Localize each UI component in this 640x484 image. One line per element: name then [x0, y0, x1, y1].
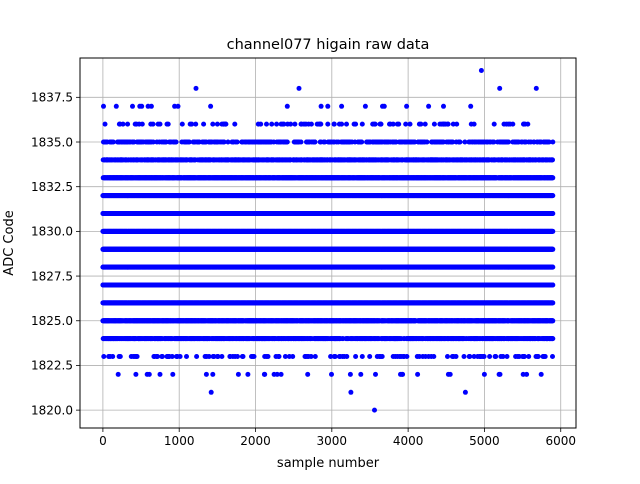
data-point [445, 354, 450, 359]
data-point [404, 354, 409, 359]
data-point [526, 354, 531, 359]
data-point [536, 354, 541, 359]
data-point [147, 372, 152, 377]
data-point [305, 372, 310, 377]
data-point [550, 336, 555, 341]
data-point [482, 372, 487, 377]
data-point [194, 354, 199, 359]
data-point [235, 354, 240, 359]
data-point [155, 354, 160, 359]
data-point [462, 354, 467, 359]
data-point [160, 354, 165, 359]
data-point [170, 372, 175, 377]
data-point [487, 354, 492, 359]
data-point [360, 354, 365, 359]
data-point [543, 354, 548, 359]
data-point [266, 354, 271, 359]
data-point [524, 372, 529, 377]
data-point [290, 354, 295, 359]
data-point [116, 372, 121, 377]
data-point [252, 354, 257, 359]
data-point [133, 372, 138, 377]
data-point [101, 354, 106, 359]
data-point [358, 372, 363, 377]
data-point [210, 372, 215, 377]
data-point [372, 408, 377, 413]
data-point [454, 354, 459, 359]
data-point [448, 372, 453, 377]
data-point [380, 354, 385, 359]
data-point [498, 372, 503, 377]
data-point [170, 354, 175, 359]
data-point [313, 354, 318, 359]
data-point [277, 354, 282, 359]
data-point [373, 372, 378, 377]
data-point [184, 354, 189, 359]
data-point [348, 390, 353, 395]
data-point [522, 354, 527, 359]
data-point [135, 354, 140, 359]
data-point [178, 354, 183, 359]
data-point [353, 354, 358, 359]
data-point [550, 354, 555, 359]
data-point [209, 390, 214, 395]
data-point [348, 372, 353, 377]
data-point [431, 354, 436, 359]
data-point [539, 372, 544, 377]
data-point [505, 354, 510, 359]
data-point [219, 354, 224, 359]
data-point [158, 372, 163, 377]
data-point [400, 372, 405, 377]
data-point [493, 354, 498, 359]
data-point [241, 354, 246, 359]
data-point [118, 354, 123, 359]
data-point [236, 372, 241, 377]
data-point [329, 372, 334, 377]
data-point [367, 354, 372, 359]
data-point [463, 390, 468, 395]
data-point [550, 318, 555, 323]
data-point [204, 372, 209, 377]
data-point [262, 372, 267, 377]
data-point [467, 354, 472, 359]
data-point [482, 354, 487, 359]
data-point [110, 354, 115, 359]
data-point [550, 300, 555, 305]
data-point [344, 354, 349, 359]
data-point [245, 372, 250, 377]
data-point [415, 372, 420, 377]
data-point [279, 372, 284, 377]
